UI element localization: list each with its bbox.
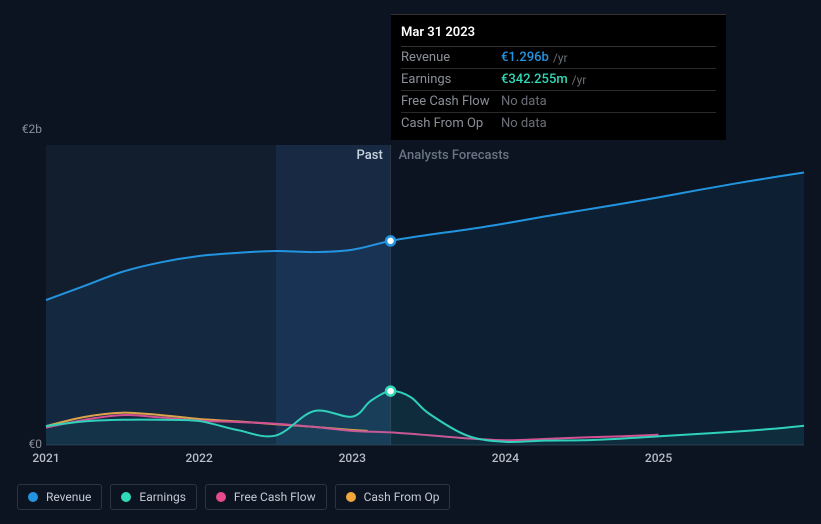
tooltip-row-unit: /yr (572, 73, 587, 87)
financial-chart: €2b€020212022202320242025PastAnalysts Fo… (0, 0, 821, 524)
tooltip-row-label: Free Cash Flow (401, 94, 501, 109)
legend-label: Earnings (139, 490, 186, 504)
tooltip-row: Free Cash FlowNo data (401, 91, 716, 113)
legend-label: Free Cash Flow (234, 490, 316, 504)
legend-item-earnings[interactable]: Earnings (110, 484, 197, 510)
tooltip-row-nodata: No data (501, 94, 547, 109)
legend-swatch (121, 492, 131, 502)
tooltip-date: Mar 31 2023 (401, 21, 716, 47)
legend-swatch (28, 492, 38, 502)
legend-item-cash-from-op[interactable]: Cash From Op (335, 484, 451, 510)
tooltip-row: Cash From OpNo data (401, 113, 716, 134)
legend-swatch (346, 492, 356, 502)
tooltip-row-nodata: No data (501, 116, 547, 131)
legend-swatch (216, 492, 226, 502)
chart-tooltip: Mar 31 2023Revenue€1.296b/yrEarnings€342… (391, 14, 726, 140)
tooltip-row-unit: /yr (553, 51, 568, 65)
revenue-area (46, 173, 804, 445)
tooltip-row-value: €342.255m (501, 72, 568, 87)
tooltip-row-label: Cash From Op (401, 116, 501, 131)
tooltip-row-label: Earnings (401, 72, 501, 87)
tooltip-row-value: €1.296b (501, 50, 549, 65)
tooltip-row: Earnings€342.255m/yr (401, 69, 716, 91)
tooltip-row: Revenue€1.296b/yr (401, 47, 716, 69)
tooltip-row-label: Revenue (401, 50, 501, 65)
legend-label: Revenue (46, 490, 91, 504)
legend-item-free-cash-flow[interactable]: Free Cash Flow (205, 484, 327, 510)
legend-label: Cash From Op (364, 490, 440, 504)
hover-marker-revenue (386, 236, 395, 245)
hover-marker-earnings (386, 387, 395, 396)
legend-item-revenue[interactable]: Revenue (17, 484, 102, 510)
legend: Revenue Earnings Free Cash Flow Cash From O… (17, 484, 450, 510)
